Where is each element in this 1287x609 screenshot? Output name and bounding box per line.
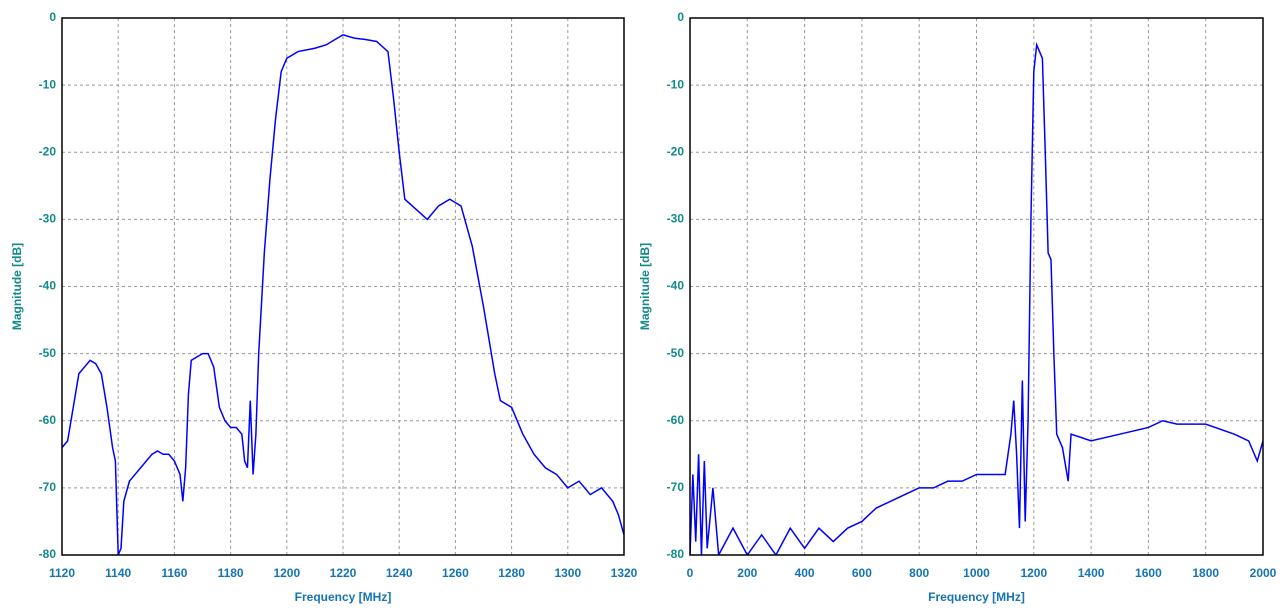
y-tick-label: -40 xyxy=(667,279,685,293)
x-tick-label: 1400 xyxy=(1078,566,1105,580)
x-tick-label: 400 xyxy=(795,566,815,580)
x-tick-label: 1800 xyxy=(1192,566,1219,580)
x-tick-label: 1200 xyxy=(273,566,300,580)
x-tick-label: 1220 xyxy=(330,566,357,580)
y-tick-label: -80 xyxy=(39,547,57,561)
x-tick-label: 600 xyxy=(852,566,872,580)
plot-frame xyxy=(689,17,1264,556)
x-tick-label: 1280 xyxy=(498,566,525,580)
y-tick-label: -10 xyxy=(667,77,685,91)
x-tick-label: 1140 xyxy=(105,566,131,580)
y-tick-label: -50 xyxy=(667,346,685,360)
x-tick-label: 1180 xyxy=(218,566,244,580)
plot-area xyxy=(690,18,1263,555)
y-tick-label: -10 xyxy=(39,77,57,91)
y-tick-label: -70 xyxy=(667,480,685,494)
x-tick-label: 2000 xyxy=(1250,566,1277,580)
series xyxy=(62,33,624,555)
y-tick-label: -50 xyxy=(39,346,57,360)
y-tick-label: 0 xyxy=(49,10,56,24)
chart-panel: -80 -70 -60 -50 -40 -30 -20 -10 0 0 200 400 600 800 10… xyxy=(638,10,1276,604)
y-tick-label: -30 xyxy=(667,212,685,226)
x-tick-label: 1260 xyxy=(442,566,469,580)
x-axis-label: Frequency [MHz] xyxy=(928,590,1025,604)
data-line xyxy=(62,33,624,555)
x-tick-label: 1120 xyxy=(49,566,75,580)
x-tick-label: 1160 xyxy=(161,566,187,580)
x-tick-label: 1320 xyxy=(611,566,638,580)
y-tick-label: -20 xyxy=(39,144,57,158)
y-tick-label: -70 xyxy=(39,480,57,494)
y-tick-label: 0 xyxy=(677,10,684,24)
y-axis-label: Magnitude [dB] xyxy=(638,243,652,330)
x-tick-label: 1300 xyxy=(554,566,581,580)
x-tick-label: 1600 xyxy=(1135,566,1162,580)
y-tick-label: -60 xyxy=(39,413,57,427)
y-tick-label: -80 xyxy=(667,547,685,561)
x-tick-label: 800 xyxy=(909,566,929,580)
x-tick-label: 200 xyxy=(737,566,757,580)
x-tick-label: 1000 xyxy=(963,566,990,580)
y-axis-label: Magnitude [dB] xyxy=(10,243,24,330)
x-tick-label: 1240 xyxy=(386,566,413,580)
y-tick-label: -60 xyxy=(667,413,685,427)
y-tick-label: -20 xyxy=(667,144,685,158)
x-tick-label: 0 xyxy=(687,566,694,580)
data-line xyxy=(690,41,1263,555)
x-axis-label: Frequency [MHz] xyxy=(295,590,392,604)
chart-panel: -80 -70 -60 -50 -40 -30 -20 -10 0 1120 1140 1160 118… xyxy=(10,10,637,604)
y-tick-label: -30 xyxy=(39,212,57,226)
y-tick-label: -40 xyxy=(39,279,57,293)
series xyxy=(690,41,1263,555)
plot-frame xyxy=(61,17,625,556)
x-tick-label: 1200 xyxy=(1020,566,1047,580)
